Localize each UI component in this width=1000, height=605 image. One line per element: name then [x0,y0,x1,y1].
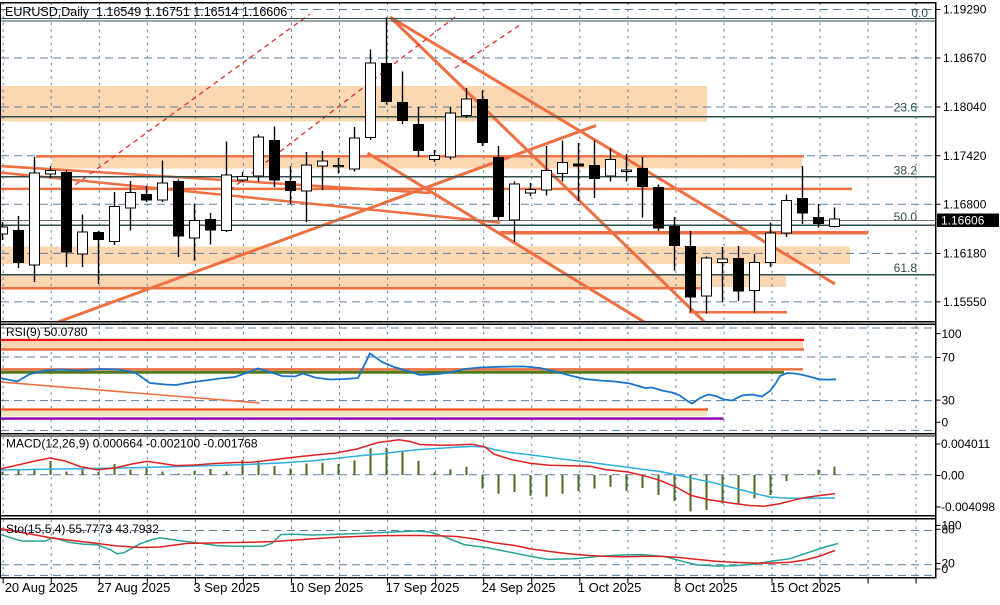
svg-text:0: 0 [942,562,949,576]
svg-text:MACD(12,26,9) 0.000664 -0.0021: MACD(12,26,9) 0.000664 -0.002100 -0.0017… [6,437,258,451]
svg-text:20 Aug 2025: 20 Aug 2025 [5,580,78,595]
svg-text:27 Aug 2025: 27 Aug 2025 [97,580,170,595]
svg-text:24 Sep 2025: 24 Sep 2025 [482,580,556,595]
svg-text:1.15550: 1.15550 [943,295,987,309]
svg-text:1 Oct 2025: 1 Oct 2025 [578,580,642,595]
svg-text:1.16800: 1.16800 [943,197,987,211]
svg-text:3 Sep 2025: 3 Sep 2025 [193,580,260,595]
svg-text:1.18040: 1.18040 [943,100,987,114]
svg-text:30: 30 [942,393,956,407]
svg-text:1.16180: 1.16180 [943,247,987,261]
svg-text:20: 20 [942,557,956,571]
svg-text:EURUSD,Daily 1.16549 1.16751: EURUSD,Daily 1.16549 1.16751 1.16514 1.1… [5,5,287,19]
svg-text:23.6: 23.6 [894,101,918,115]
svg-text:70: 70 [942,351,956,365]
svg-text:8 Oct 2025: 8 Oct 2025 [674,580,738,595]
svg-text:61.8: 61.8 [894,261,918,275]
svg-text:0.004011: 0.004011 [941,437,990,451]
svg-text:50.0: 50.0 [894,210,918,224]
svg-text:RSI(9) 50.0780: RSI(9) 50.0780 [6,325,88,339]
svg-text:Sto(15,5,4) 55.7773 43.7932: Sto(15,5,4) 55.7773 43.7932 [6,522,159,536]
svg-text:15 Oct 2025: 15 Oct 2025 [770,580,841,595]
svg-text:1.19290: 1.19290 [943,3,987,17]
svg-text:0.00: 0.00 [941,469,965,483]
svg-text:100: 100 [942,519,962,533]
svg-text:-0.004098: -0.004098 [941,500,995,514]
svg-text:0.0: 0.0 [911,6,928,20]
svg-text:80: 80 [942,523,956,537]
svg-text:10 Sep 2025: 10 Sep 2025 [290,580,364,595]
svg-text:1.16606: 1.16606 [941,213,985,227]
svg-text:17 Sep 2025: 17 Sep 2025 [386,580,460,595]
svg-text:1.18670: 1.18670 [943,51,987,65]
svg-text:0: 0 [942,415,949,429]
svg-text:38.2: 38.2 [894,164,918,178]
svg-text:1.17420: 1.17420 [943,149,987,163]
svg-text:100: 100 [942,327,962,341]
